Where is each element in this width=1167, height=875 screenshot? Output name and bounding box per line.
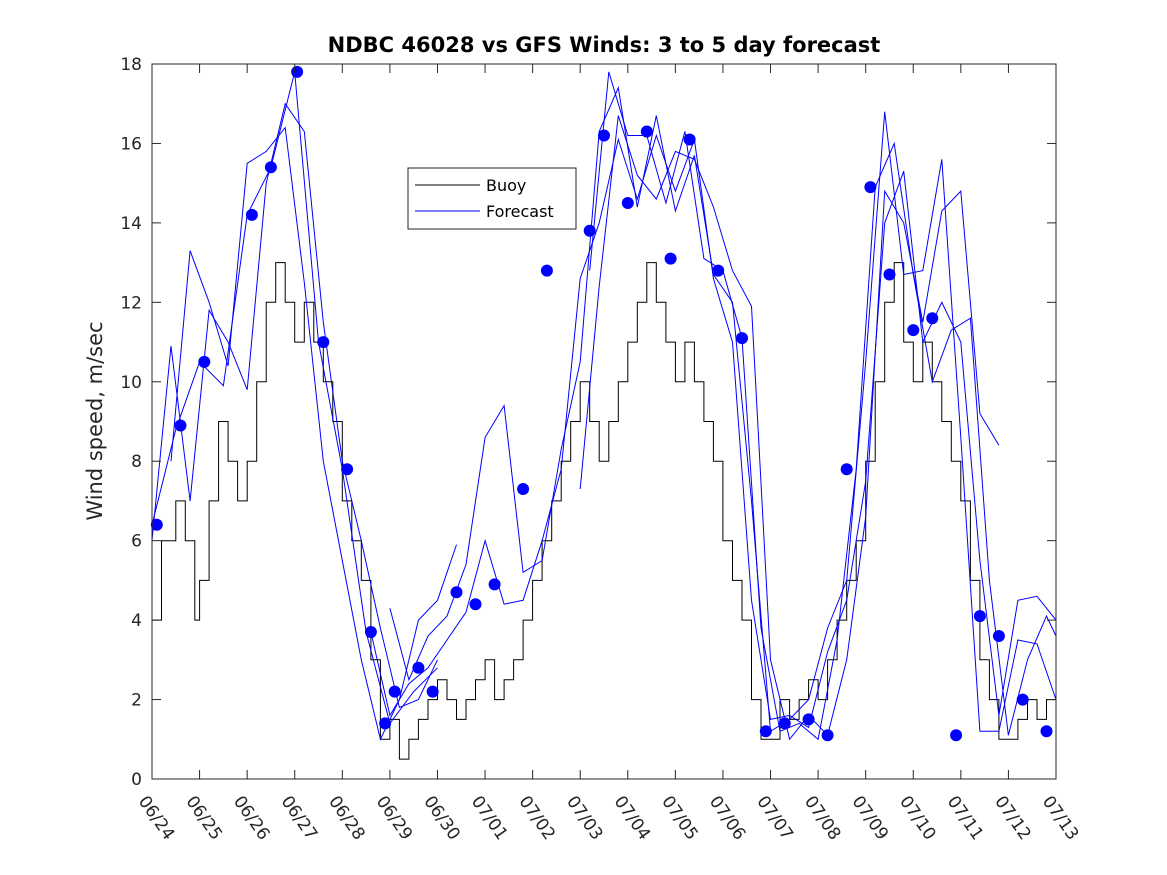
x-tick-label: 06/27	[277, 792, 321, 844]
forecast-marker	[412, 661, 425, 674]
forecast-marker	[621, 197, 634, 209]
forecast-marker	[992, 630, 1005, 642]
x-tick-label: 07/01	[467, 792, 511, 844]
x-tick-label: 07/04	[610, 792, 654, 844]
forecast-marker	[388, 685, 401, 698]
y-axis: 0 2 4 6 8 10 12 14 16 18	[120, 55, 1056, 790]
x-tick-label: 07/11	[943, 792, 987, 844]
forecast-marker	[488, 578, 501, 591]
x-tick-label: 07/07	[752, 792, 796, 844]
forecast-marker	[840, 463, 853, 476]
y-tick-label: 2	[131, 691, 142, 711]
forecast-marker	[198, 355, 211, 368]
forecast-line-4	[370, 133, 1057, 729]
forecast-line-5	[389, 86, 1057, 733]
forecast-marker	[712, 264, 725, 277]
y-axis-label: Wind speed, m/sec	[83, 321, 107, 520]
forecast-marker	[598, 129, 610, 142]
x-tick-label: 06/26	[229, 792, 273, 844]
forecast-marker	[759, 725, 772, 738]
forecast-marker	[450, 586, 463, 599]
y-tick-label: 4	[131, 611, 142, 631]
x-tick-label: 07/10	[895, 792, 939, 844]
x-tick-label: 06/30	[419, 792, 463, 844]
y-tick-label: 18	[120, 55, 142, 75]
forecast-line-6	[589, 71, 1057, 741]
forecast-marker	[379, 717, 392, 730]
legend-box	[407, 167, 577, 230]
legend-buoy-label: Buoy	[486, 176, 526, 195]
forecast-marker	[883, 268, 896, 281]
plot-frame	[151, 63, 1057, 780]
x-tick-label: 07/05	[657, 792, 701, 844]
y-tick-label: 0	[131, 770, 142, 790]
forecast-marker	[950, 729, 963, 742]
forecast-marker	[640, 125, 653, 138]
forecast-marker	[821, 729, 834, 742]
x-tick-label: 07/08	[800, 792, 844, 844]
forecast-marker	[583, 224, 596, 237]
forecast-marker	[778, 717, 791, 730]
y-tick-label: 16	[120, 134, 142, 154]
x-tick-label: 06/29	[372, 792, 416, 844]
y-tick-label: 8	[131, 452, 142, 472]
forecast-marker	[926, 312, 939, 325]
y-tick-label: 6	[131, 532, 142, 552]
forecast-marker	[245, 208, 258, 221]
forecast-marker	[291, 65, 304, 78]
forecast-marker	[864, 181, 877, 194]
y-tick-label: 12	[120, 293, 142, 313]
forecast-marker	[364, 626, 377, 638]
forecast-line-1	[151, 102, 438, 709]
chart-title: NDBC 46028 vs GFS Winds: 3 to 5 day fore…	[328, 33, 881, 57]
x-tick-label: 07/06	[705, 792, 749, 844]
legend: Buoy Forecast	[407, 167, 577, 230]
forecast-marker	[802, 713, 815, 726]
x-tick-label: 06/25	[181, 792, 225, 844]
x-tick-label: 06/24	[134, 792, 178, 844]
plot-area	[152, 64, 1056, 779]
x-tick-label: 07/09	[848, 792, 892, 844]
forecast-marker	[907, 324, 920, 337]
legend-forecast-label: Forecast	[486, 202, 554, 221]
forecast-marker	[150, 518, 163, 531]
forecast-marker	[1016, 693, 1029, 706]
forecast-marker	[664, 252, 677, 265]
x-tick-label: 07/02	[515, 792, 559, 844]
x-tick-label: 07/03	[562, 792, 606, 844]
forecast-marker	[317, 336, 330, 349]
forecast-marker	[517, 483, 530, 495]
forecast-marker	[426, 685, 439, 698]
forecast-line-7	[579, 115, 1000, 741]
forecast-marker	[683, 133, 696, 146]
forecast-marker	[1040, 725, 1053, 738]
forecast-marker	[469, 598, 482, 611]
x-tick-label: 07/12	[990, 792, 1034, 844]
x-tick-label: 06/28	[324, 792, 368, 844]
forecast-marker	[973, 610, 986, 623]
x-tick-label: 07/13	[1038, 792, 1082, 844]
forecast-marker	[264, 161, 277, 174]
forecast-marker	[174, 419, 187, 432]
forecast-markers	[150, 65, 1053, 742]
y-tick-label: 10	[120, 373, 142, 393]
y-tick-label: 14	[120, 214, 142, 234]
forecast-marker	[341, 463, 354, 476]
forecast-marker	[540, 264, 553, 277]
forecast-marker	[736, 332, 748, 345]
forecast-line-3	[170, 126, 457, 741]
